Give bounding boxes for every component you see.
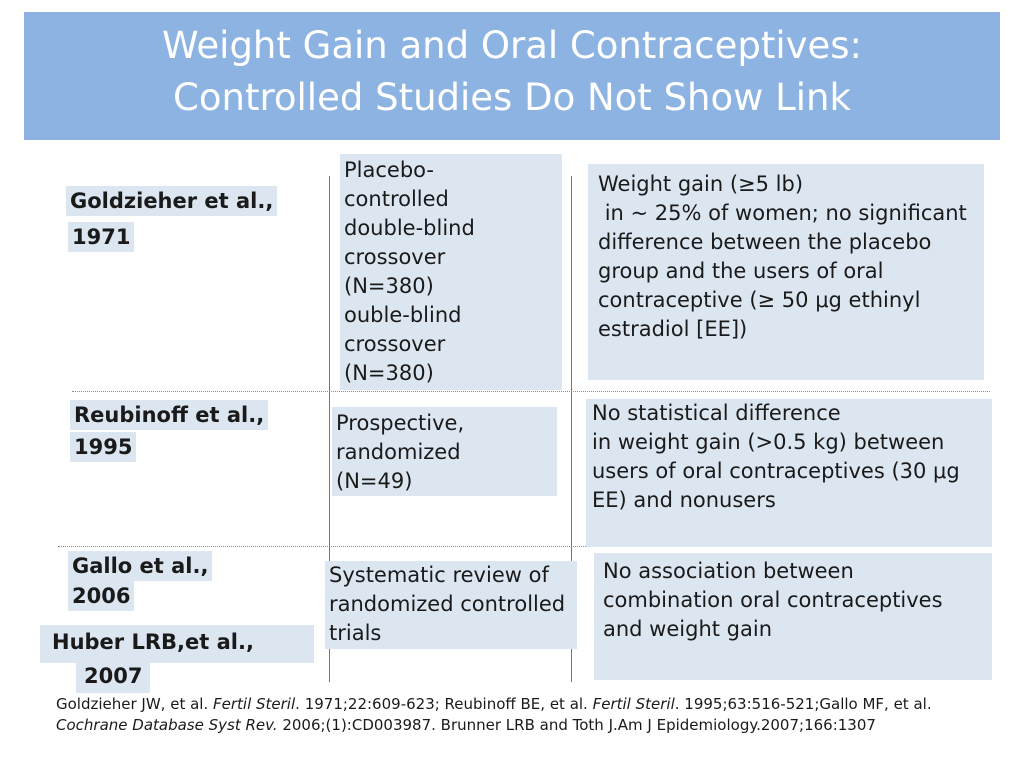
reference-text: Goldzieher JW, et al. [56, 695, 213, 713]
reference-journal: Fertil Steril [592, 695, 675, 713]
column-divider-left [329, 176, 330, 682]
study-result-gallo: No association between combination oral … [594, 553, 992, 680]
reference-text: . 1971;22:609-623; Reubinoff BE, et al. [295, 695, 593, 713]
study-author-reubinoff: Reubinoff et al., [70, 400, 269, 430]
column-divider-right [571, 176, 572, 682]
study-design-goldzieher: Placebo- controlled double-blind crossov… [340, 154, 562, 390]
study-year-reubinoff: 1995 [70, 432, 137, 462]
row-divider-1 [72, 391, 990, 392]
slide-title-line-2: Controlled Studies Do Not Show Link [173, 76, 851, 119]
references: Goldzieher JW, et al. Fertil Steril. 197… [56, 694, 976, 736]
reference-journal: Cochrane Database Syst Rev. [56, 716, 278, 734]
study-result-goldzieher: Weight gain (≥5 lb) in ~ 25% of women; n… [588, 164, 984, 380]
study-year-huber: 2007 [76, 659, 151, 693]
study-author-goldzieher: Goldzieher et al., [66, 186, 278, 216]
row-divider-2 [58, 546, 978, 547]
study-author-gallo: Gallo et al., [68, 551, 213, 581]
slide-title-line-1: Weight Gain and Oral Contraceptives: [161, 24, 863, 67]
reference-text: 2006;(1):CD003987. Brunner LRB and Toth … [277, 716, 876, 734]
slide-title: Weight Gain and Oral Contraceptives: Con… [24, 20, 1000, 124]
reference-text: . 1995;63:516-521;Gallo MF, et al. [674, 695, 932, 713]
study-result-reubinoff: No statistical difference in weight gain… [586, 399, 992, 547]
study-year-gallo: 2006 [68, 581, 135, 611]
study-author-huber: Huber LRB,et al., [40, 625, 314, 663]
study-year-goldzieher: 1971 [68, 222, 135, 252]
reference-journal: Fertil Steril [213, 695, 296, 713]
study-design-reubinoff: Prospective, randomized (N=49) [332, 407, 557, 496]
title-banner [24, 12, 1000, 140]
study-design-gallo: Systematic review of randomized controll… [325, 561, 577, 649]
